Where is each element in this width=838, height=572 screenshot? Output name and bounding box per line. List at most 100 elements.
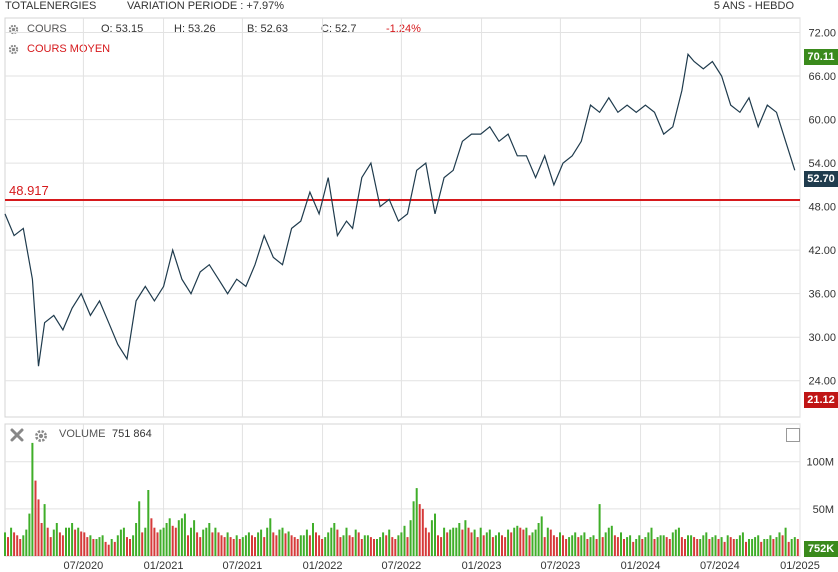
volume-bar: [705, 532, 708, 556]
volume-bar: [427, 532, 430, 556]
volume-bar: [674, 529, 677, 556]
volume-bar: [132, 535, 135, 556]
volume-bar: [223, 537, 226, 556]
price-tick-label: 36.00: [808, 289, 836, 301]
volume-bar: [684, 539, 686, 556]
volume-bar: [52, 529, 55, 556]
volume-bar: [25, 529, 28, 556]
volume-bar: [601, 537, 604, 556]
volume-bar: [19, 539, 22, 556]
volume-bar: [254, 537, 256, 556]
volume-bar: [168, 518, 171, 556]
volume-bar: [141, 532, 144, 556]
volume-bar: [144, 527, 147, 556]
volume-bar: [772, 539, 775, 556]
volume-bar: [568, 537, 571, 556]
volume-bar: [351, 537, 354, 556]
volume-bar: [257, 532, 260, 556]
volume-bar: [440, 537, 443, 556]
volume-bar: [138, 501, 141, 556]
gear-icon[interactable]: [8, 24, 19, 35]
volume-bar: [437, 535, 439, 556]
checkbox-icon[interactable]: [786, 428, 800, 442]
volume-bar: [229, 537, 232, 556]
volume-bar: [400, 532, 403, 556]
volume-bar: [546, 527, 549, 556]
price-tick-label: 48.00: [808, 202, 836, 214]
volume-bar: [269, 518, 272, 556]
volume-bar: [266, 527, 269, 556]
volume-bar: [339, 537, 342, 556]
volume-bar: [77, 527, 80, 556]
gear-icon[interactable]: [34, 429, 48, 443]
volume-bar: [562, 535, 564, 556]
volume-bar: [638, 535, 641, 556]
volume-bar: [4, 532, 6, 556]
period-selector[interactable]: 5 ANS - HEBDO: [713, 0, 794, 12]
x-tick-label: 01/2024: [621, 560, 661, 572]
volume-bar: [607, 527, 610, 556]
volume-bar: [171, 525, 174, 556]
volume-bar: [89, 535, 92, 556]
volume-bar: [626, 537, 629, 556]
volume-bar: [110, 539, 113, 556]
volume-bar: [129, 539, 131, 556]
volume-bar: [315, 532, 317, 556]
volume-bar: [31, 442, 34, 556]
volume-bar: [741, 532, 744, 556]
volume-bar: [464, 520, 467, 556]
volume-bar: [336, 529, 339, 556]
volume-bar: [247, 532, 250, 556]
volume-bar: [766, 539, 769, 556]
chart-axes: 72.00 66.00 60.00 54.00 48.00 42.00 36.00 30.00…: [64, 28, 836, 572]
volume-bar: [369, 537, 372, 556]
volume-bar: [446, 532, 449, 556]
volume-bar: [101, 535, 104, 556]
volume-bar: [763, 539, 766, 556]
volume-bar: [205, 527, 208, 556]
volume-bar: [702, 535, 705, 556]
volume-bar: [470, 532, 473, 556]
change-value: -1.24%: [386, 23, 421, 35]
min-price-tag: 21.12: [804, 392, 838, 408]
volume-bar: [501, 535, 503, 556]
volume-bar: [373, 539, 375, 556]
last-volume-tag: 752K: [804, 541, 838, 557]
gear-icon[interactable]: [8, 44, 19, 55]
last-price-tag: 52.70: [804, 171, 838, 187]
volume-bar: [363, 535, 366, 556]
volume-bar: [714, 535, 717, 556]
volume-bar: [150, 518, 153, 556]
volume-bar: [748, 539, 750, 556]
volume-bar: [360, 539, 363, 556]
volume-bar: [263, 537, 266, 556]
volume-bar: [583, 532, 586, 556]
volume-bar: [74, 529, 77, 556]
volume-bar: [491, 537, 494, 556]
volume-bar: [190, 527, 192, 556]
chart-grid: [4, 17, 801, 557]
price-tick-label: 24.00: [808, 376, 836, 388]
volume-bar: [510, 532, 513, 556]
volume-bar: [613, 535, 616, 556]
volume-bar: [119, 529, 122, 556]
price-tick-label: 60.00: [808, 115, 836, 127]
average-label: 48.917: [9, 183, 49, 198]
volume-bar: [485, 532, 488, 556]
volume-bar: [479, 527, 482, 556]
volume-bar: [403, 525, 406, 556]
volume-bar: [34, 480, 37, 556]
volume-bar: [92, 539, 95, 556]
volume-bar: [58, 532, 61, 556]
volume-bar: [604, 532, 607, 556]
volume-bar: [187, 535, 189, 556]
volume-bar: [620, 532, 622, 556]
volume-bar: [647, 532, 650, 556]
volume-bar: [528, 535, 531, 556]
volume-bar: [199, 537, 202, 556]
volume-bar: [415, 488, 418, 556]
volume-bar: [251, 535, 253, 556]
volume-bar: [71, 523, 74, 556]
close-icon[interactable]: [9, 427, 25, 443]
volume-bar: [324, 537, 327, 556]
